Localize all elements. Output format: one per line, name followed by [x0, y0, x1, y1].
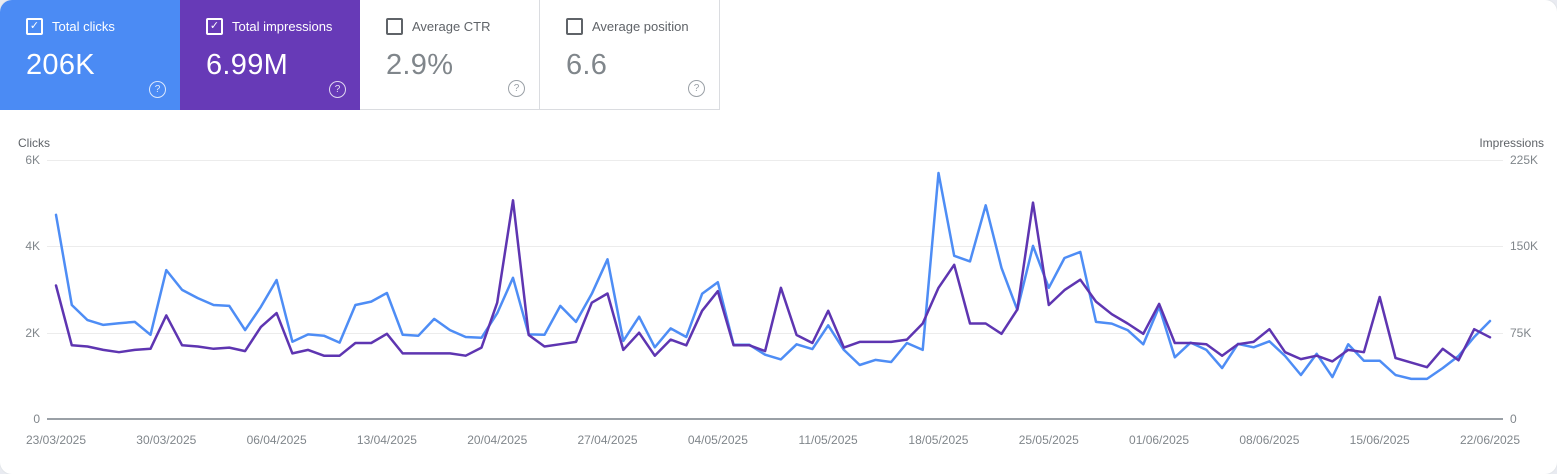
right-axis-tick-label: 150K: [1510, 239, 1539, 254]
total-impressions-checkbox[interactable]: ✓: [206, 18, 223, 35]
x-axis-tick-label: 27/04/2025: [577, 433, 638, 447]
x-axis-tick-label: 20/04/2025: [467, 433, 528, 447]
card-average-ctr[interactable]: Average CTR 2.9% ?: [360, 0, 540, 110]
x-axis-tick-label: 23/03/2025: [25, 433, 87, 447]
help-icon[interactable]: ?: [508, 80, 525, 97]
clicks-line: [54, 171, 1492, 381]
left-axis-tick-label: 4K: [25, 239, 40, 254]
x-axis-tick-label: 25/05/2025: [1018, 433, 1079, 447]
total-clicks-value: 206K: [26, 49, 95, 81]
right-axis-title: Impressions: [1479, 136, 1544, 150]
card-total-clicks[interactable]: ✓ Total clicks 206K ?: [0, 0, 180, 110]
right-axis-tick-label: 0: [1510, 412, 1517, 426]
help-icon[interactable]: ?: [688, 80, 705, 97]
average-position-checkbox[interactable]: [566, 18, 583, 35]
x-axis-tick-label: 22/06/2025: [1459, 433, 1521, 447]
left-axis-tick-label: 6K: [25, 153, 40, 167]
gridline: [47, 246, 1503, 248]
x-axis-tick-label: 11/05/2025: [798, 433, 858, 447]
average-ctr-checkbox[interactable]: [386, 18, 403, 35]
right-axis-tick-label: 75K: [1510, 325, 1532, 340]
x-axis-tick-label: 04/05/2025: [687, 433, 748, 447]
x-axis-tick-label: 18/05/2025: [908, 433, 969, 447]
x-axis-line: [47, 418, 1503, 420]
help-icon[interactable]: ?: [329, 81, 346, 98]
metric-cards-row: ✓ Total clicks 206K ? ✓ Total impression…: [0, 0, 1557, 110]
x-axis-tick-label: 30/03/2025: [136, 433, 197, 447]
left-axis-title: Clicks: [18, 136, 50, 150]
gridline: [47, 332, 1503, 334]
average-ctr-value: 2.9%: [386, 49, 454, 81]
total-impressions-label: Total impressions: [232, 19, 333, 34]
x-axis-tick-label: 01/06/2025: [1129, 433, 1190, 447]
x-axis-tick-label: 13/04/2025: [356, 433, 417, 447]
left-axis-tick-label: 2K: [25, 325, 40, 340]
x-axis-tick-label: 06/04/2025: [246, 433, 307, 447]
card-average-position[interactable]: Average position 6.6 ?: [540, 0, 720, 110]
average-ctr-label: Average CTR: [412, 19, 491, 34]
help-icon[interactable]: ?: [149, 81, 166, 98]
left-axis-tick-label: 0: [33, 412, 40, 426]
average-position-label: Average position: [592, 19, 689, 34]
impressions-line: [54, 199, 1492, 369]
x-axis-tick-label: 08/06/2025: [1239, 433, 1300, 447]
gridline: [47, 160, 1503, 161]
card-total-impressions[interactable]: ✓ Total impressions 6.99M ?: [180, 0, 360, 110]
total-clicks-checkbox[interactable]: ✓: [26, 18, 43, 35]
x-axis-tick-label: 15/06/2025: [1349, 433, 1410, 447]
right-axis-tick-label: 225K: [1510, 153, 1539, 167]
total-impressions-value: 6.99M: [206, 49, 289, 81]
total-clicks-label: Total clicks: [52, 19, 115, 34]
average-position-value: 6.6: [566, 49, 608, 81]
